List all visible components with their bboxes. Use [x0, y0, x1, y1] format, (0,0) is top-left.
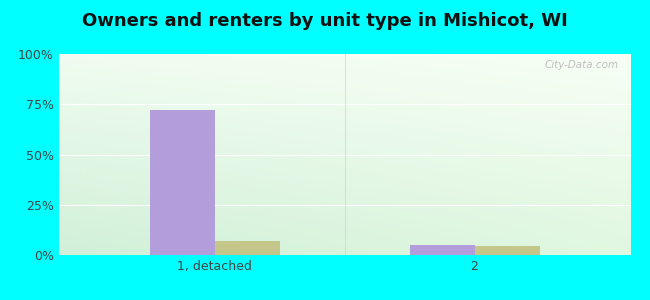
Text: City-Data.com: City-Data.com	[545, 60, 619, 70]
Text: Owners and renters by unit type in Mishicot, WI: Owners and renters by unit type in Mishi…	[82, 12, 568, 30]
Bar	[150, 110, 214, 255]
Bar	[214, 241, 280, 255]
Bar	[474, 246, 540, 255]
Bar	[410, 245, 474, 255]
